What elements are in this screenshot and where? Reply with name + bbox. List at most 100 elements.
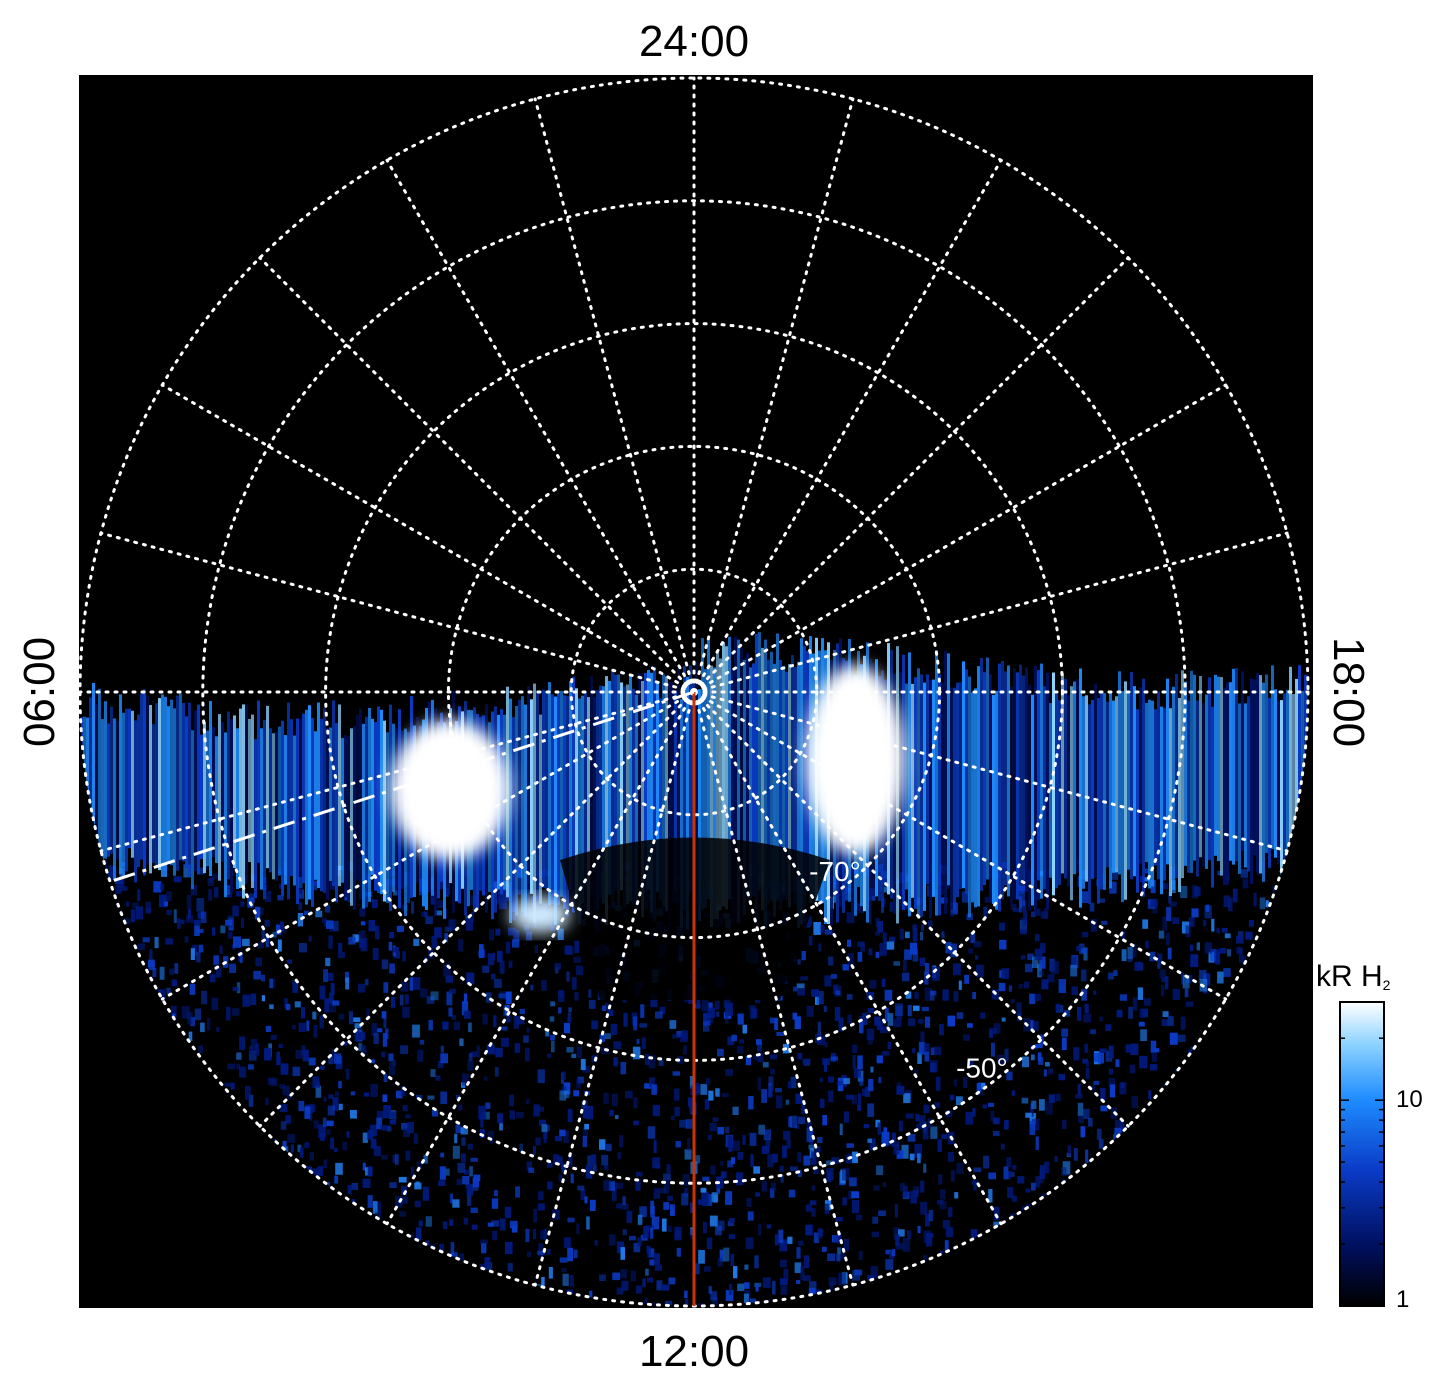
emission-speckle xyxy=(816,991,824,1005)
emission-speckle xyxy=(907,1134,916,1142)
emission-speckle xyxy=(757,1041,762,1052)
emission-speckle xyxy=(607,1009,614,1016)
emission-speckle xyxy=(599,1034,605,1043)
emission-speckle xyxy=(137,889,141,901)
emission-speckle xyxy=(413,938,420,946)
emission-speckle xyxy=(497,888,503,902)
emission-speckle xyxy=(755,998,761,1004)
emission-speckle xyxy=(248,1094,254,1107)
emission-speckle xyxy=(513,1016,519,1029)
emission-speckle xyxy=(570,1275,574,1287)
emission-speckle xyxy=(744,1282,750,1289)
emission-speckle xyxy=(257,942,265,949)
local-time-spoke xyxy=(160,695,687,1001)
emission-speckle xyxy=(973,1181,977,1191)
emission-speckle xyxy=(319,1015,324,1029)
emission-speckle xyxy=(1040,942,1046,954)
emission-speckle xyxy=(1090,1029,1096,1035)
emission-speckle xyxy=(780,1259,787,1268)
emission-speckle xyxy=(953,991,959,1002)
emission-streak xyxy=(1022,675,1025,907)
emission-speckle xyxy=(725,1290,734,1301)
emission-speckle xyxy=(1037,1052,1042,1061)
emission-speckle xyxy=(1114,1127,1122,1140)
emission-streak xyxy=(1274,689,1277,858)
emission-speckle xyxy=(428,1019,433,1031)
emission-streak xyxy=(137,714,140,867)
emission-speckle xyxy=(842,964,849,971)
emission-speckle xyxy=(584,1123,589,1130)
emission-speckle xyxy=(361,1045,367,1056)
emission-streak xyxy=(1232,668,1235,865)
emission-speckle xyxy=(170,1005,177,1018)
emission-speckle xyxy=(1214,951,1221,965)
emission-speckle xyxy=(1016,1002,1022,1016)
emission-speckle xyxy=(709,1215,718,1227)
emission-streak xyxy=(788,664,791,908)
emission-speckle xyxy=(505,941,511,954)
emission-speckle xyxy=(615,1115,619,1119)
emission-speckle xyxy=(537,1203,545,1211)
emission-speckle xyxy=(449,1193,453,1204)
emission-speckle xyxy=(533,1228,537,1239)
emission-speckle xyxy=(1045,1062,1050,1067)
emission-speckle xyxy=(335,1162,343,1175)
emission-streak xyxy=(929,680,932,919)
emission-speckle xyxy=(717,1257,723,1267)
emission-speckle xyxy=(398,1176,407,1183)
emission-speckle xyxy=(1070,964,1078,977)
emission-speckle xyxy=(644,1083,652,1089)
emission-streak xyxy=(716,651,719,920)
emission-speckle xyxy=(439,877,447,890)
emission-speckle xyxy=(808,936,813,946)
emission-speckle xyxy=(708,1286,712,1294)
emission-speckle xyxy=(546,1053,552,1058)
emission-speckle xyxy=(184,936,189,943)
emission-speckle xyxy=(854,1269,863,1276)
emission-speckle xyxy=(308,1104,316,1112)
emission-speckle xyxy=(888,1309,895,1316)
emission-streak xyxy=(977,666,980,907)
emission-speckle xyxy=(462,1176,470,1185)
emission-speckle xyxy=(828,956,834,966)
emission-speckle xyxy=(479,1129,485,1139)
emission-speckle xyxy=(452,1199,460,1208)
emission-streak xyxy=(968,676,971,918)
emission-speckle xyxy=(970,1229,978,1237)
emission-speckle xyxy=(851,1095,857,1105)
emission-speckle xyxy=(358,1032,366,1040)
emission-speckle xyxy=(104,1307,110,1315)
emission-streak xyxy=(95,703,98,863)
emission-speckle xyxy=(576,1223,580,1234)
emission-speckle xyxy=(401,1186,408,1196)
emission-speckle xyxy=(819,1308,826,1314)
emission-speckle xyxy=(236,1052,242,1060)
emission-speckle xyxy=(309,1152,314,1161)
emission-speckle xyxy=(830,974,837,979)
emission-streak xyxy=(368,707,371,902)
emission-speckle xyxy=(177,918,181,929)
emission-speckle xyxy=(448,1007,453,1017)
emission-streak xyxy=(971,692,974,903)
emission-streak xyxy=(263,719,266,900)
emission-streak xyxy=(905,683,908,890)
emission-speckle xyxy=(669,1020,677,1029)
emission-speckle xyxy=(421,911,427,917)
emission-speckle xyxy=(742,1135,746,1145)
emission-speckle xyxy=(669,1204,675,1216)
emission-speckle xyxy=(233,936,241,948)
emission-speckle xyxy=(563,1237,571,1248)
emission-speckle xyxy=(294,1001,301,1008)
emission-speckle xyxy=(964,974,970,984)
emission-speckle xyxy=(839,1123,843,1135)
emission-speckle xyxy=(950,911,955,917)
emission-streak xyxy=(1238,703,1241,874)
emission-speckle xyxy=(201,990,207,1005)
emission-streak xyxy=(302,713,305,884)
emission-speckle xyxy=(509,1220,518,1229)
emission-streak xyxy=(782,666,785,893)
emission-speckle xyxy=(485,1102,491,1109)
emission-speckle xyxy=(487,953,495,966)
local-time-spoke xyxy=(258,697,689,1128)
emission-streak xyxy=(737,639,740,923)
